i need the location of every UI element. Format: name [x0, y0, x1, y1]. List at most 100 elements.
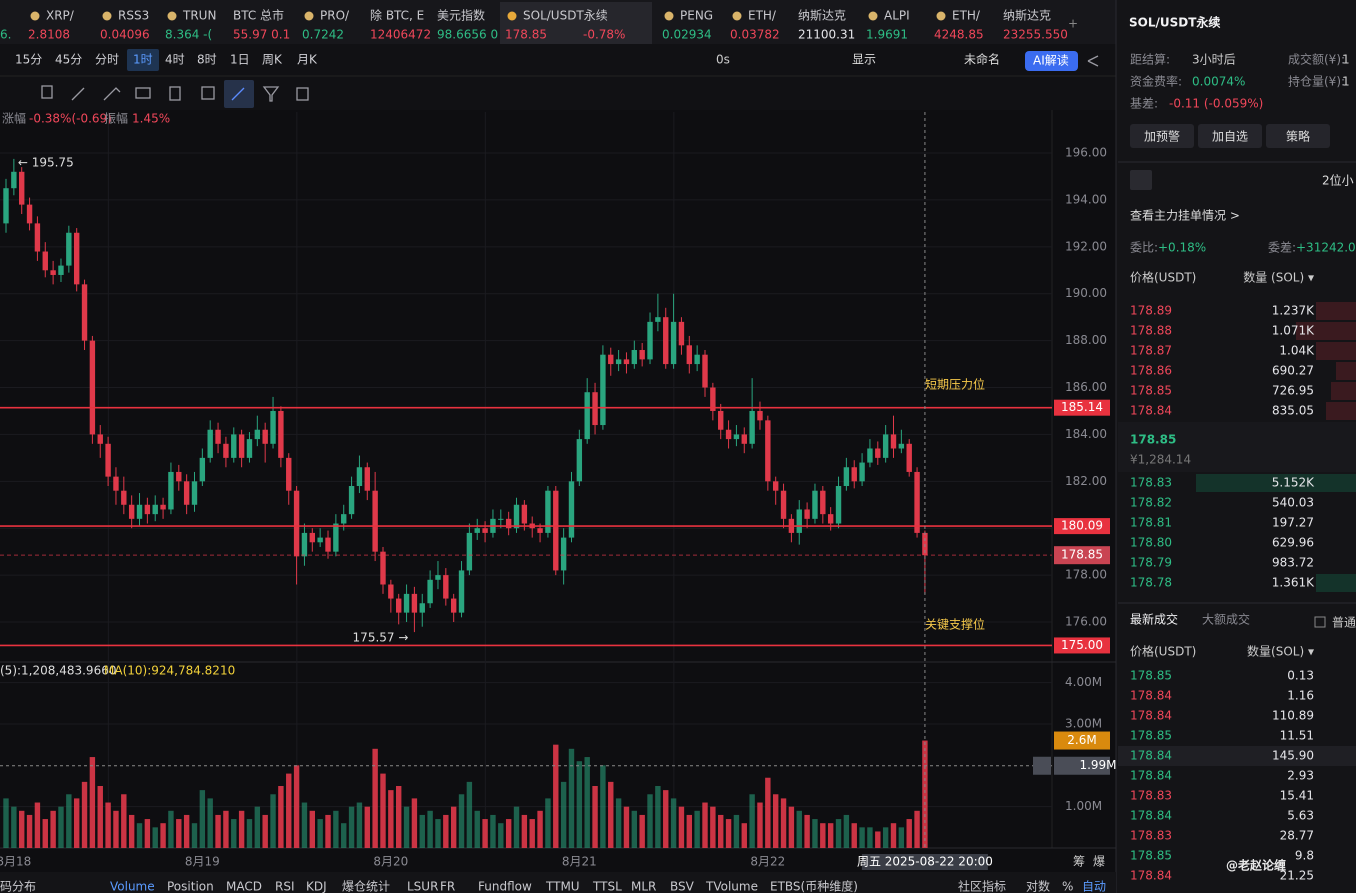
interval[interactable]: 1时: [133, 53, 153, 67]
chart-option[interactable]: 社区指标: [958, 879, 1006, 893]
trade-tab[interactable]: 大额成交: [1202, 612, 1250, 627]
ask-size: 726.95: [1272, 384, 1314, 398]
candle-body: [670, 321, 677, 365]
tab-name[interactable]: ETH/: [952, 9, 981, 23]
bid-price: 178.81: [1130, 516, 1172, 530]
checkbox[interactable]: [1314, 616, 1326, 628]
interval[interactable]: 15分: [15, 53, 42, 67]
indicator-tab[interactable]: Volume: [110, 880, 155, 893]
layout-name[interactable]: 未命名: [964, 52, 1000, 67]
active-tool[interactable]: [224, 80, 254, 108]
indicator-tab[interactable]: Fundflow: [478, 880, 532, 893]
indicator-tab[interactable]: TTMU: [545, 880, 580, 893]
tab-name[interactable]: XRP/: [46, 9, 75, 23]
chart-option[interactable]: 自动: [1082, 880, 1106, 893]
whale-link[interactable]: 查看主力挂单情况 >: [1130, 209, 1240, 223]
volume-bar: [474, 810, 480, 848]
volume-bar: [42, 819, 48, 848]
candle-body: [191, 481, 198, 505]
panel-button-label[interactable]: 加自选: [1212, 130, 1248, 144]
chart-option[interactable]: 对数: [1026, 879, 1050, 893]
panel-button[interactable]: [1198, 124, 1262, 148]
interval[interactable]: 月K: [297, 53, 318, 67]
indicator-tab[interactable]: RSI: [275, 880, 295, 893]
tab-name[interactable]: ALPI: [884, 9, 910, 23]
indicator-tab[interactable]: ETBS(币种维度): [770, 879, 858, 893]
candle-body: [160, 504, 166, 510]
indicator-tab[interactable]: LSUR: [407, 880, 438, 893]
tab-name[interactable]: BTC 总市: [233, 8, 284, 23]
level-label: 180.09: [1061, 519, 1103, 533]
tab-name[interactable]: ETH/: [748, 9, 777, 23]
axis-button[interactable]: 爆: [1093, 855, 1105, 869]
indicator-tab[interactable]: TTSL: [592, 880, 622, 893]
ai-label[interactable]: AI解读: [1033, 54, 1069, 68]
panel-button[interactable]: [1130, 124, 1194, 148]
panel-button-label[interactable]: 加预警: [1144, 129, 1180, 144]
add-tab[interactable]: +: [1068, 17, 1078, 31]
tab-name[interactable]: 除 BTC, E: [370, 8, 424, 23]
volume-bar: [435, 819, 441, 848]
volume-bar: [34, 802, 41, 848]
indicator-tab[interactable]: 爆仓统计: [342, 880, 390, 893]
volume-bar: [678, 806, 685, 848]
panel-button[interactable]: [1266, 124, 1330, 148]
volume-bar: [278, 786, 284, 848]
indicator-tab[interactable]: 码分布: [0, 880, 36, 893]
candle-body: [772, 481, 779, 491]
tab-name[interactable]: TRUN: [182, 9, 216, 23]
interval[interactable]: 分时: [95, 53, 119, 67]
interval[interactable]: 1日: [230, 53, 250, 67]
tab-name[interactable]: 纳斯达克: [798, 9, 846, 23]
active-interval[interactable]: [127, 49, 159, 71]
indicator-tab[interactable]: FR: [440, 880, 455, 893]
tab-name[interactable]: 纳斯达克: [1003, 9, 1051, 23]
indicator-tab[interactable]: Position: [167, 880, 214, 893]
trade-size: 1.16: [1287, 689, 1314, 703]
interval[interactable]: 4时: [165, 53, 185, 67]
ask-size: 835.05: [1272, 404, 1314, 418]
candle-body: [600, 354, 606, 426]
volume-bar: [105, 802, 111, 848]
book-mode[interactable]: [1130, 170, 1152, 190]
chart-option[interactable]: %: [1062, 880, 1073, 893]
candle-body: [3, 188, 9, 224]
candle-body: [553, 490, 559, 571]
tool-icons: [41, 55, 1099, 102]
candle-body: [419, 603, 425, 613]
tab-name[interactable]: RSS3: [118, 9, 149, 23]
volume-bar: [286, 773, 292, 848]
interval[interactable]: 8时: [197, 53, 217, 67]
candle-body: [176, 471, 182, 482]
tab-name[interactable]: 美元指数: [437, 8, 485, 23]
indicator-tab[interactable]: TVolume: [705, 880, 758, 893]
tab-name[interactable]: SOL/USDT永续: [523, 9, 608, 23]
trade-tab[interactable]: 最新成交: [1130, 612, 1178, 627]
display-menu[interactable]: 显示: [852, 53, 876, 67]
indicator-tab[interactable]: BSV: [670, 880, 695, 893]
volume-bar: [223, 810, 229, 848]
indicator-tab[interactable]: MACD: [226, 880, 262, 893]
volume-bar: [741, 823, 747, 848]
timer: 0s: [716, 53, 730, 67]
crosshair-plus[interactable]: [1033, 756, 1051, 775]
candle-body: [325, 537, 331, 552]
interval[interactable]: 45分: [55, 53, 82, 67]
active-tab[interactable]: [500, 2, 652, 44]
volume-bar: [553, 744, 559, 848]
tab-name[interactable]: PENG: [680, 9, 713, 23]
ai-button[interactable]: [1025, 51, 1078, 71]
trade-size: 9.8: [1295, 849, 1314, 863]
indicator-tab[interactable]: KDJ: [306, 880, 327, 893]
candle-body: [568, 481, 575, 538]
volume-bar: [309, 810, 316, 848]
precision-select[interactable]: 2位小: [1322, 173, 1354, 188]
volume-bar: [505, 819, 512, 848]
ask-price: 178.89: [1130, 304, 1172, 318]
indicator-tab[interactable]: MLR: [631, 880, 656, 893]
interval[interactable]: 周K: [262, 53, 283, 67]
axis-button[interactable]: 筹: [1073, 855, 1085, 869]
panel-button-label[interactable]: 策略: [1286, 129, 1310, 144]
tab-name[interactable]: PRO/: [320, 9, 350, 23]
volume-bar: [513, 806, 520, 848]
